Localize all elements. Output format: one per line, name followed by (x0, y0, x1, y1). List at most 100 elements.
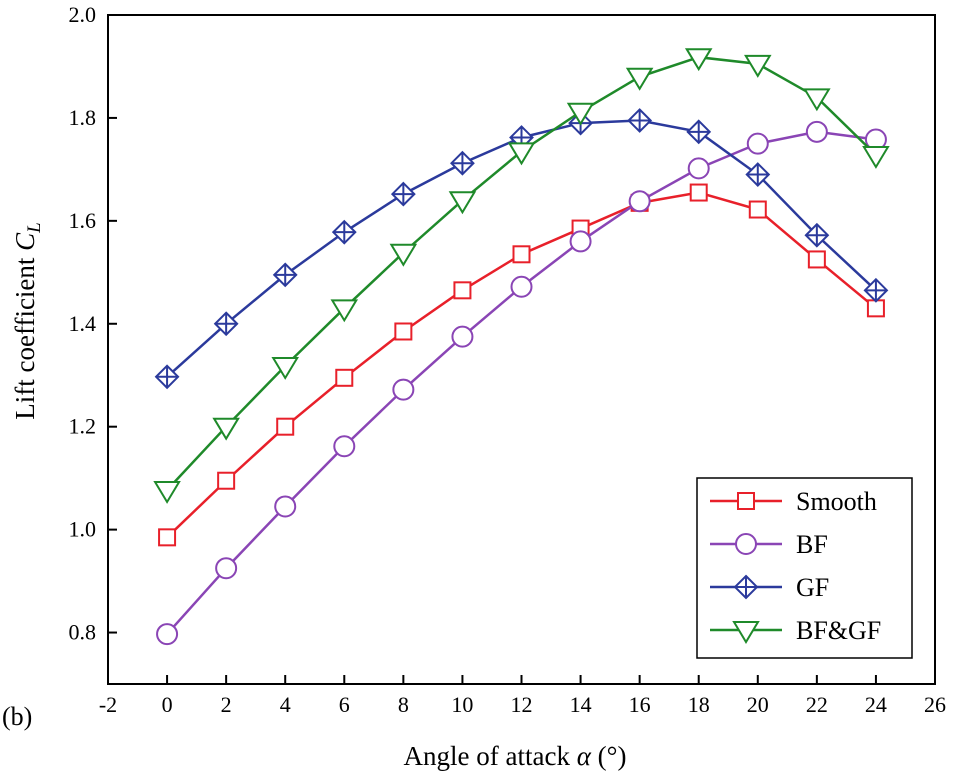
x-tick-label: 2 (221, 692, 232, 717)
y-axis: 0.8 1.0 1.2 1.4 1.6 1.8 2.0 (69, 2, 117, 645)
series-bf-gf-point (153, 480, 181, 504)
series-gf-point (331, 219, 357, 245)
series-bf-gf-point (212, 417, 240, 441)
series-gf-point (213, 311, 239, 337)
y-tick-label: 1.4 (69, 311, 97, 336)
x-tick-label: 10 (451, 692, 473, 717)
series-gf-point (863, 277, 889, 303)
y-axis-title-prefix: Lift coefficient (10, 251, 40, 420)
x-tick-label: 6 (339, 692, 350, 717)
x-tick-label: 24 (865, 692, 887, 717)
series-smooth-point (689, 183, 708, 202)
series-bf-point (392, 378, 415, 401)
legend-marker-bf-gf (732, 621, 760, 644)
x-tick-label: 12 (511, 692, 533, 717)
x-tick-label: -2 (99, 692, 117, 717)
x-tick-label: 4 (280, 692, 291, 717)
y-axis-title-subscript: L (24, 222, 45, 234)
series-gf-point (390, 181, 416, 207)
series-bf-point (628, 190, 651, 213)
series-gf-point-cross (451, 152, 474, 175)
series-smooth-point (394, 322, 413, 341)
x-tick-label: 8 (398, 692, 409, 717)
series-bf-point (215, 557, 238, 580)
series-gf-point (450, 150, 475, 176)
series-bf-gf-line (166, 55, 877, 491)
series-bf-point (274, 495, 297, 518)
panel-label: (b) (2, 702, 32, 731)
x-axis-title-symbol: α (577, 741, 592, 771)
y-axis-title-symbol: C (10, 232, 40, 251)
series-gf-point-cross (746, 163, 769, 186)
series-gf-point (686, 119, 712, 145)
y-tick-label: 1.0 (69, 517, 97, 542)
legend-marker-gf-cross (735, 576, 757, 598)
series-smooth-point (335, 368, 354, 387)
legend-label-bf: BF (796, 530, 828, 559)
y-axis-title: Lift coefficient CL (10, 222, 45, 420)
series-gf-point (627, 108, 653, 133)
series-bf-gf-point (566, 102, 595, 126)
series-bf-point (805, 120, 828, 143)
series-bf-gf-point (448, 191, 477, 215)
series-bf-gf-point (862, 145, 890, 169)
series-bf-point (746, 132, 769, 155)
series-bf-gf-point (507, 142, 536, 166)
legend-marker-smooth (737, 492, 755, 510)
series-bf-point (569, 230, 592, 253)
x-axis: -2 0 2 4 6 8 10 12 14 16 18 20 22 24 26 (99, 675, 946, 717)
y-tick-label: 1.6 (69, 208, 97, 233)
series-bf-gf-point (744, 54, 772, 78)
y-tick-label: 1.2 (69, 414, 97, 439)
series-bf-point (510, 275, 533, 298)
legend-label-bf-gf: BF&GF (796, 616, 881, 645)
series-smooth-point (453, 281, 472, 300)
series-gf (154, 108, 889, 390)
series-gf-point-cross (864, 279, 887, 302)
series-bf-gf (153, 48, 890, 504)
series-bf-point (156, 623, 179, 646)
series-bf-gf-point (330, 299, 359, 323)
series-gf-point-cross (628, 109, 651, 132)
series-layer (153, 48, 890, 646)
series-smooth-point (748, 200, 767, 219)
series-gf-point (745, 162, 771, 187)
series-gf-point-cross (805, 224, 828, 247)
series-bf-gf-point (803, 88, 831, 112)
y-tick-label: 1.8 (69, 105, 97, 130)
x-axis-title-suffix: (°) (591, 741, 627, 771)
y-tick-label: 0.8 (69, 620, 97, 645)
series-gf-point-cross (392, 183, 415, 206)
series-gf-point-cross (274, 263, 297, 286)
series-bf-point (451, 325, 474, 348)
x-axis-title: Angle of attack α (°) (404, 741, 627, 771)
series-bf-gf-point (625, 67, 654, 91)
x-tick-label: 20 (747, 692, 769, 717)
series-bf-gf-point (684, 48, 713, 72)
series-bf-gf-point (271, 356, 299, 380)
y-tick-label: 2.0 (69, 2, 97, 27)
series-bf-point (687, 157, 710, 180)
series-bf-gf-point (389, 243, 418, 267)
series-gf-point-cross (156, 365, 179, 388)
x-tick-label: 22 (806, 692, 828, 717)
legend-label-smooth: Smooth (796, 487, 877, 516)
x-tick-label: 16 (629, 692, 651, 717)
series-gf-point (272, 262, 298, 288)
series-smooth-point (217, 471, 236, 490)
legend-marker-gf (733, 574, 759, 600)
legend-label-gf: GF (796, 573, 829, 602)
legend: Smooth BF GF BF&GF (696, 477, 913, 659)
legend-box (696, 477, 913, 659)
x-tick-label: 14 (570, 692, 592, 717)
series-gf-point (804, 222, 830, 248)
series-bf-point (333, 435, 356, 458)
series-smooth-point (807, 250, 826, 269)
x-tick-label: 26 (924, 692, 946, 717)
series-gf-point-cross (215, 312, 238, 335)
series-smooth-point (158, 528, 177, 547)
series-gf-point-cross (333, 221, 356, 244)
series-smooth-point (512, 245, 531, 264)
series-smooth-point (276, 417, 295, 436)
series-gf-point-cross (687, 120, 710, 143)
